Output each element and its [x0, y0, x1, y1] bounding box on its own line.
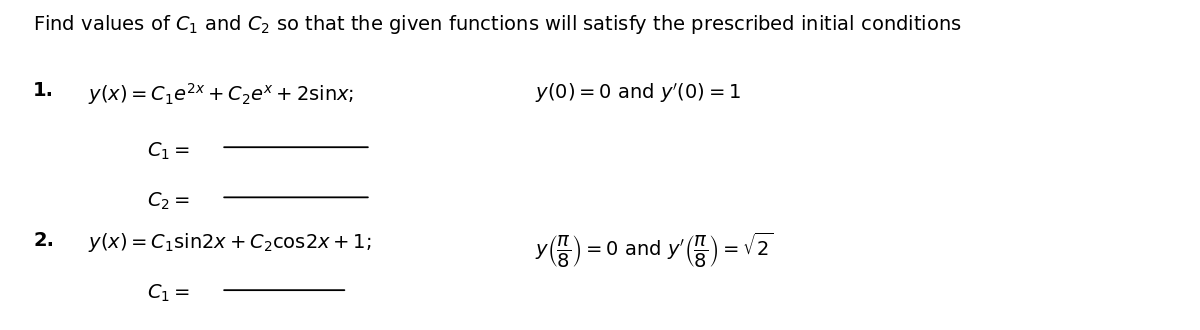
Text: $y(x) = C_1\mathrm{sin}2x + C_2\mathrm{cos}2x + 1;$: $y(x) = C_1\mathrm{sin}2x + C_2\mathrm{c… [89, 231, 372, 254]
Text: $y\left(\dfrac{\pi}{8}\right) = 0$ and $y'\left(\dfrac{\pi}{8}\right) = \sqrt{2}: $y\left(\dfrac{\pi}{8}\right) = 0$ and $… [535, 231, 774, 270]
Text: $C_1 = $: $C_1 = $ [148, 141, 191, 162]
Text: 1.: 1. [34, 81, 54, 100]
Text: Find values of $C_1$ and $C_2$ so that the given functions will satisfy the pres: Find values of $C_1$ and $C_2$ so that t… [34, 13, 962, 36]
Text: $y(x) = C_1e^{2x} + C_2e^{x} + 2\mathrm{sin}x;$: $y(x) = C_1e^{2x} + C_2e^{x} + 2\mathrm{… [89, 81, 354, 107]
Text: $y(0) = 0$ and $y'(0) = 1$: $y(0) = 0$ and $y'(0) = 1$ [535, 81, 742, 105]
Text: 2.: 2. [34, 231, 54, 250]
Text: $C_1 = $: $C_1 = $ [148, 283, 191, 304]
Text: $C_2 = $: $C_2 = $ [148, 191, 191, 212]
